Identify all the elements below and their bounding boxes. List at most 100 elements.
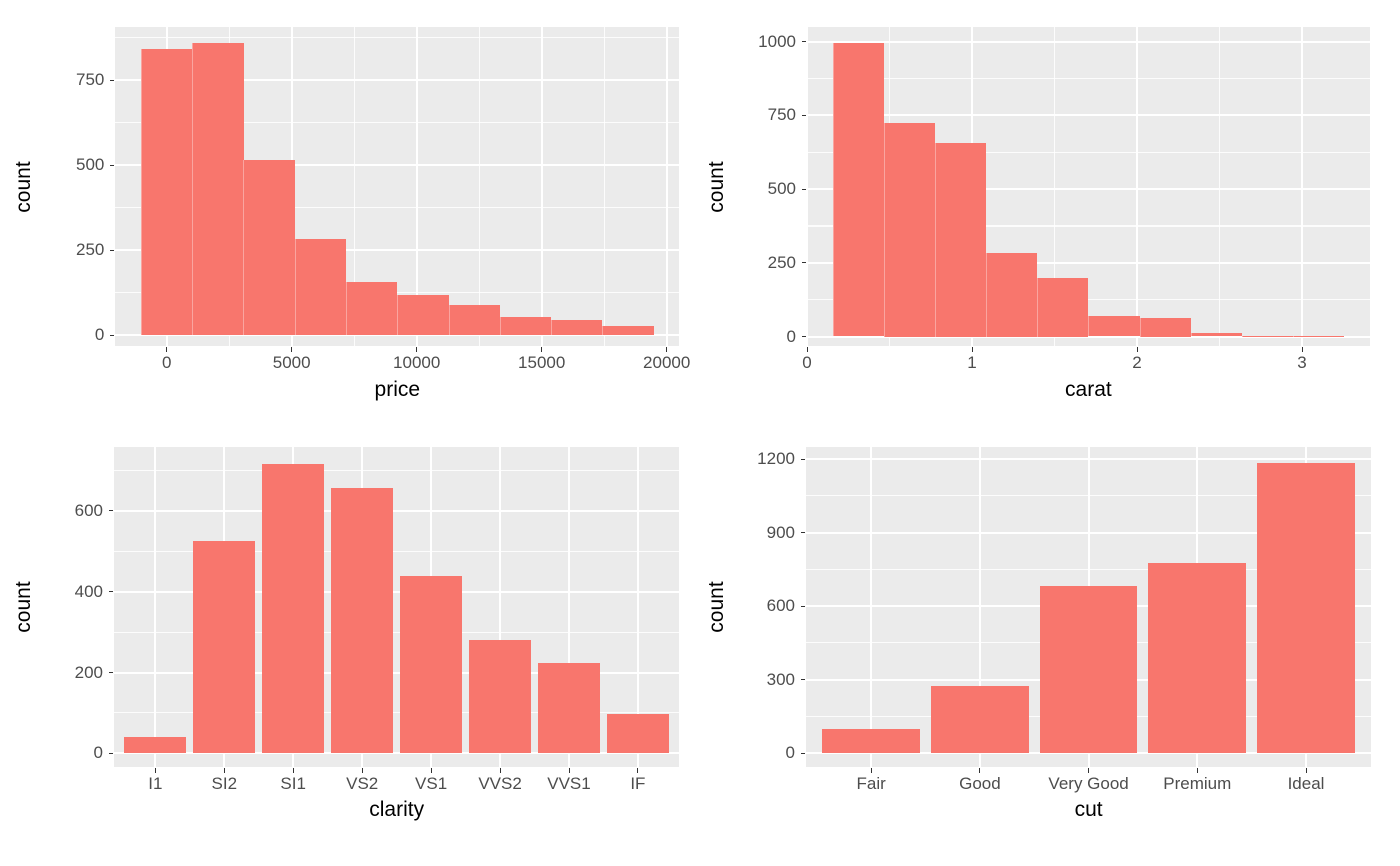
grid-major-y: [115, 164, 680, 167]
x-tick-label: IF: [630, 774, 646, 793]
grid-minor-y: [114, 631, 680, 633]
y-tick-mark: [800, 605, 805, 607]
histogram-bar: [448, 305, 500, 336]
grid-major-x: [636, 447, 639, 767]
y-tick-mark: [109, 164, 115, 166]
grid-major-x: [807, 27, 808, 346]
grid-minor-y: [114, 469, 680, 471]
histogram-bar: [243, 160, 295, 336]
y-tick-label: 750: [76, 70, 105, 90]
x-tick-label: 15000: [518, 353, 566, 372]
histogram-bar: [345, 281, 398, 336]
histogram-bar: [1139, 318, 1191, 337]
grid-minor-x: [603, 27, 605, 346]
x-tick-mark: [1088, 768, 1090, 773]
histogram-bar: [192, 43, 244, 336]
y-axis-title-count: count: [705, 160, 728, 213]
x-tick-label: VS1: [415, 774, 448, 793]
x-tick-mark: [1196, 768, 1198, 773]
grid-major-y: [114, 671, 680, 674]
grid-minor-y: [115, 207, 680, 209]
y-tick-mark: [109, 79, 115, 81]
y-tick-label: 0: [786, 326, 796, 346]
x-tick-mark: [1305, 768, 1307, 773]
histogram-bar: [602, 325, 654, 336]
grid-major-y: [114, 509, 680, 512]
bar-premium: [1148, 562, 1247, 754]
grid-major-y: [807, 261, 1370, 264]
y-axis-title-count: count: [705, 581, 728, 633]
histogram-bar: [140, 49, 193, 336]
x-tick-label: 2: [1132, 353, 1142, 372]
x-tick-label: 10000: [393, 353, 441, 372]
x-tick-mark: [979, 768, 981, 773]
y-tick-label: 500: [76, 155, 105, 175]
x-tick-label: VVS2: [478, 774, 522, 793]
bar-fair: [822, 728, 921, 754]
x-tick-mark: [806, 347, 808, 352]
bar-good: [931, 685, 1029, 754]
grid-minor-y: [114, 550, 680, 552]
x-tick-mark: [541, 347, 543, 352]
y-tick-mark: [800, 532, 805, 534]
bar-vs2: [331, 488, 394, 754]
panel-price-histogram: [115, 27, 680, 346]
x-tick-label: 1: [967, 353, 977, 372]
grid-minor-y: [807, 151, 1370, 153]
histogram-bar: [986, 252, 1038, 337]
x-tick-label: Very Good: [1048, 774, 1129, 793]
y-tick-label: 600: [74, 500, 103, 520]
y-tick-mark: [800, 458, 805, 460]
grid-minor-y: [807, 225, 1370, 227]
y-tick-mark: [800, 752, 805, 754]
y-tick-mark: [800, 679, 805, 681]
grid-major-x: [415, 27, 418, 346]
x-axis-title-clarity: clarity: [369, 798, 425, 821]
y-tick-label: 0: [94, 325, 105, 345]
grid-minor-y: [807, 78, 1370, 80]
x-tick-label: 5000: [272, 353, 311, 372]
y-tick-mark: [801, 262, 806, 264]
histogram-bar: [832, 42, 884, 337]
grid-minor-x: [478, 27, 480, 346]
x-tick-label: 0: [161, 353, 172, 372]
x-tick-mark: [166, 347, 168, 352]
x-tick-mark: [637, 768, 639, 773]
grid-major-y: [807, 188, 1370, 191]
y-tick-mark: [109, 249, 115, 251]
x-tick-label: Premium: [1163, 774, 1232, 793]
y-tick-mark: [108, 752, 113, 754]
x-tick-mark: [568, 768, 570, 773]
bar-vs1: [400, 575, 463, 754]
x-tick-mark: [971, 347, 973, 352]
x-tick-mark: [223, 768, 225, 773]
bar-vvs2: [469, 639, 531, 754]
grid-minor-y: [115, 36, 680, 39]
x-tick-label: 0: [802, 353, 812, 372]
x-tick-label: VVS1: [547, 774, 591, 793]
grid-major-x: [1136, 27, 1138, 346]
x-tick-label: I1: [148, 774, 163, 793]
y-tick-label: 250: [767, 252, 796, 272]
x-axis-title-carat: carat: [1065, 378, 1112, 401]
y-tick-mark: [108, 510, 113, 512]
y-tick-label: 1000: [758, 31, 796, 51]
grid-major-y: [807, 335, 1370, 338]
x-tick-mark: [1136, 347, 1138, 352]
grid-major-x: [870, 447, 873, 767]
grid-minor-x: [1053, 27, 1056, 346]
histogram-bar: [397, 295, 449, 336]
y-tick-mark: [109, 334, 115, 336]
grid-minor-x: [353, 27, 355, 346]
y-tick-mark: [801, 114, 806, 116]
y-tick-mark: [108, 672, 113, 673]
grid-major-x: [978, 447, 981, 767]
grid-major-y: [114, 752, 680, 755]
histogram-bar: [551, 319, 603, 336]
grid-major-y: [114, 590, 680, 593]
grid-major-x: [154, 447, 157, 767]
grid-major-x: [499, 447, 502, 767]
x-tick-label: Ideal: [1287, 774, 1325, 793]
grid-major-x: [1301, 27, 1303, 346]
